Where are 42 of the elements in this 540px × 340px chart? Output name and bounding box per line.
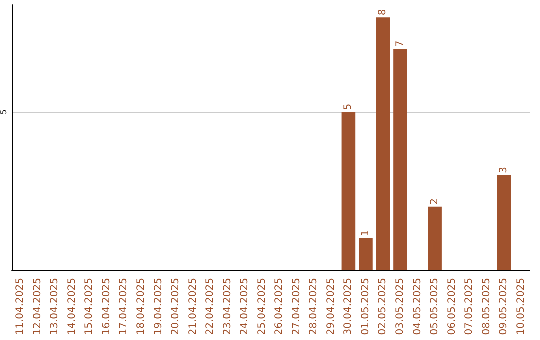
x-tick-label: 05.05.2025 [430,278,441,336]
bar [359,238,373,270]
bar [376,18,390,270]
bar [497,175,512,270]
x-tick-label: 10.05.2025 [516,278,527,336]
data-label: 3 [498,166,510,174]
x-tick-label: 19.04.2025 [153,278,164,336]
x-tick-label: 04.05.2025 [412,278,424,336]
x-tick-label: 15.04.2025 [84,278,96,336]
x-tick-label: 21.04.2025 [188,278,199,336]
x-tick-label: 02.05.2025 [378,278,389,336]
x-tick-label: 11.04.2025 [15,278,26,336]
data-label: 2 [430,198,441,205]
bar [394,49,408,270]
x-tick-label: 01.05.2025 [360,278,372,336]
data-label: 1 [360,230,372,236]
x-tick-label: 12.04.2025 [32,278,44,336]
data-label: 8 [378,9,389,16]
x-tick-label: 06.05.2025 [446,278,458,336]
x-tick-label: 16.04.2025 [101,278,112,336]
x-tick-label: 28.04.2025 [308,278,320,336]
x-tick-label: 13.04.2025 [50,278,61,336]
x-tick-label: 08.05.2025 [481,278,492,336]
x-tick-label: 27.04.2025 [291,278,302,336]
bar [428,206,442,270]
x-tick-label: 26.04.2025 [274,278,286,336]
x-tick-label: 25.04.2025 [256,278,268,336]
data-label: 5 [343,104,354,110]
x-tick-label: 09.05.2025 [498,278,510,336]
x-tick-label: 20.04.2025 [170,278,182,336]
x-tick-label: 14.04.2025 [66,278,78,336]
x-tick-label: 23.04.2025 [222,278,234,336]
x-tick-label: 03.05.2025 [395,278,406,336]
x-tick-label: 29.04.2025 [326,278,337,336]
x-tick-label: 22.04.2025 [205,278,216,336]
data-label: 7 [395,40,406,48]
x-tick-label: 17.04.2025 [118,278,130,336]
x-tick-label: 18.04.2025 [136,278,147,336]
x-tick-label: 30.04.2025 [343,278,354,336]
bar [342,112,356,270]
x-tick-label: 24.04.2025 [240,278,251,336]
x-tick-label: 07.05.2025 [464,278,476,336]
